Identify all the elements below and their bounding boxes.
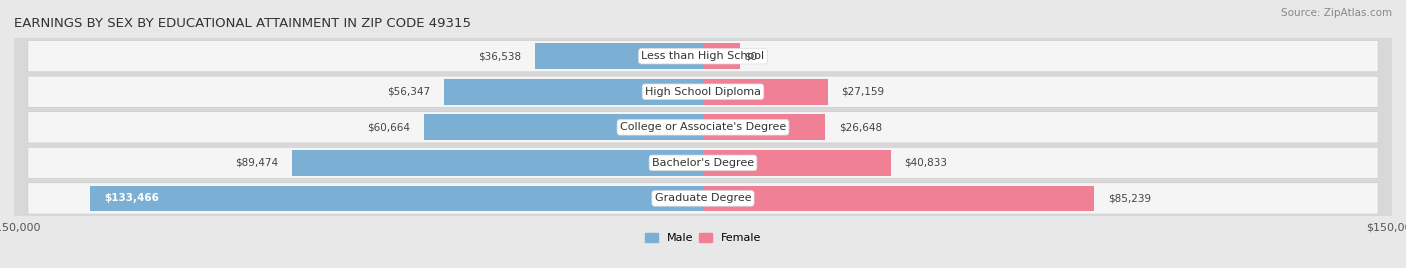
Bar [14, 74, 1392, 110]
Bar [14, 181, 1392, 216]
Bar [292, 150, 703, 176]
Text: Graduate Degree: Graduate Degree [655, 193, 751, 203]
Bar [425, 114, 703, 140]
Text: College or Associate's Degree: College or Associate's Degree [620, 122, 786, 132]
Text: $133,466: $133,466 [104, 193, 159, 203]
Bar [703, 150, 890, 176]
Text: $56,347: $56,347 [387, 87, 430, 97]
FancyBboxPatch shape [28, 40, 1378, 72]
Bar [14, 110, 1392, 145]
Bar [90, 186, 703, 211]
Bar [703, 114, 825, 140]
Bar [703, 79, 828, 105]
Bar [703, 43, 740, 69]
Legend: Male, Female: Male, Female [640, 228, 766, 247]
FancyBboxPatch shape [28, 183, 1378, 214]
Text: Source: ZipAtlas.com: Source: ZipAtlas.com [1281, 8, 1392, 18]
Text: $85,239: $85,239 [1108, 193, 1152, 203]
Text: High School Diploma: High School Diploma [645, 87, 761, 97]
Text: $89,474: $89,474 [235, 158, 278, 168]
Text: $60,664: $60,664 [367, 122, 411, 132]
Text: $27,159: $27,159 [842, 87, 884, 97]
Bar [703, 186, 1094, 211]
Text: $36,538: $36,538 [478, 51, 522, 61]
Bar [444, 79, 703, 105]
Text: Less than High School: Less than High School [641, 51, 765, 61]
Text: $0: $0 [744, 51, 758, 61]
Text: $40,833: $40,833 [904, 158, 948, 168]
FancyBboxPatch shape [28, 76, 1378, 107]
Text: Bachelor's Degree: Bachelor's Degree [652, 158, 754, 168]
FancyBboxPatch shape [28, 112, 1378, 143]
Bar [14, 145, 1392, 181]
Text: EARNINGS BY SEX BY EDUCATIONAL ATTAINMENT IN ZIP CODE 49315: EARNINGS BY SEX BY EDUCATIONAL ATTAINMEN… [14, 17, 471, 29]
Bar [536, 43, 703, 69]
Bar [14, 38, 1392, 74]
FancyBboxPatch shape [28, 147, 1378, 178]
Text: $26,648: $26,648 [839, 122, 883, 132]
